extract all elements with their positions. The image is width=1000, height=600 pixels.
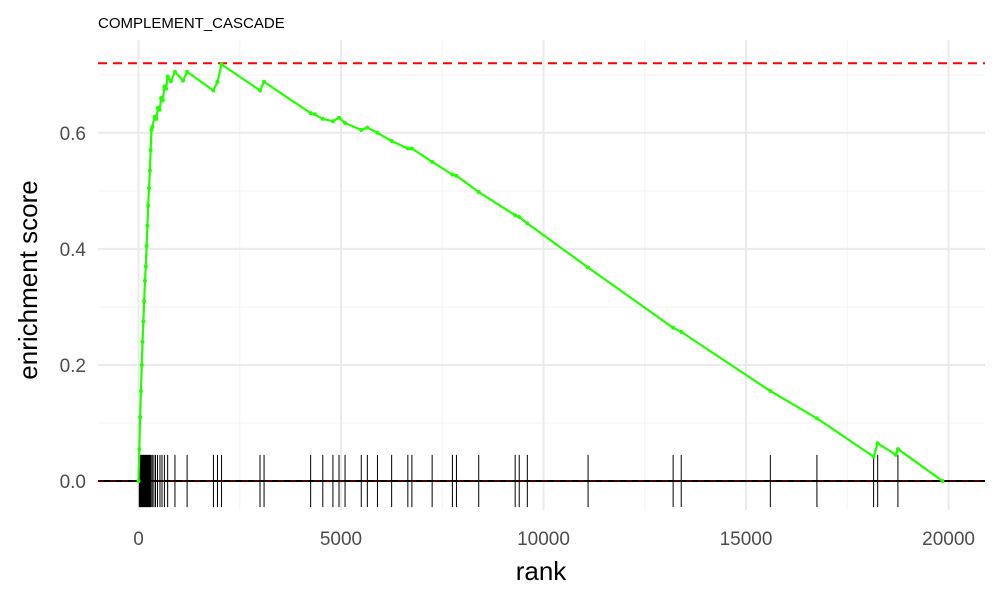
enrichment-curve-layer (136, 62, 945, 483)
curve-point (165, 74, 170, 79)
curve-point (893, 452, 898, 457)
curve-point (215, 79, 220, 84)
x-tick-label: 0 (133, 529, 144, 550)
y-axis: 0.0 0.2 0.4 0.6 (60, 124, 87, 493)
curve-point (343, 120, 348, 125)
curve-point (409, 146, 414, 151)
curve-point (258, 88, 263, 93)
curve-point (164, 86, 169, 91)
curve-point (389, 138, 394, 143)
y-tick-label: 0.6 (60, 124, 86, 145)
y-tick-label: 0.2 (60, 356, 86, 377)
curve-point (871, 454, 876, 459)
y-tick-label: 0.0 (60, 472, 86, 493)
curve-point (262, 79, 267, 84)
curve-point (147, 185, 152, 190)
curve-point (219, 62, 224, 67)
y-tick-label: 0.4 (60, 240, 87, 261)
curve-point (359, 127, 364, 132)
curve-point (586, 265, 591, 270)
curve-point (312, 112, 317, 117)
x-tick-label: 5000 (320, 529, 362, 550)
x-axis: 0 5000 10000 15000 20000 (133, 529, 975, 550)
curve-point (768, 389, 773, 394)
curve-point (895, 447, 900, 452)
curve-point (375, 130, 380, 135)
curve-point (142, 299, 147, 304)
curve-point (679, 329, 684, 334)
curve-point (142, 278, 147, 283)
hit-ticks (138, 454, 899, 508)
curve-point (308, 111, 313, 116)
curve-point (150, 125, 155, 130)
curve-point (476, 190, 481, 195)
curve-point (181, 78, 186, 83)
x-tick-label: 20000 (922, 529, 975, 550)
curve-point (168, 79, 173, 84)
y-axis-title: enrichment score (13, 180, 43, 379)
x-tick-label: 15000 (720, 529, 773, 550)
curve-point (330, 119, 335, 124)
grid-lines (98, 40, 985, 510)
curve-point (136, 478, 141, 483)
curve-point (137, 447, 142, 452)
curve-point (940, 478, 945, 483)
curve-point (143, 264, 148, 269)
curve-point (336, 115, 341, 120)
curve-point (450, 172, 455, 177)
curve-point (140, 339, 145, 344)
curve-point (875, 441, 880, 446)
curve-point (145, 223, 150, 228)
curve-point (513, 213, 518, 218)
enrichment-curve (137, 63, 944, 482)
curve-point (365, 125, 370, 130)
curve-point (172, 69, 177, 74)
curve-point (138, 415, 143, 420)
curve-point (814, 416, 819, 421)
chart-title: COMPLEMENT_CASCADE (98, 15, 285, 32)
curve-point (517, 214, 522, 219)
curve-point (141, 319, 146, 324)
x-axis-title: rank (516, 556, 568, 586)
curve-point (671, 325, 676, 330)
curve-point (146, 203, 151, 208)
curve-point (454, 173, 459, 178)
curve-point (138, 389, 143, 394)
curve-point (320, 116, 325, 121)
curve-point (139, 362, 144, 367)
x-tick-label: 10000 (517, 529, 570, 550)
curve-point (160, 98, 165, 103)
reference-lines (98, 62, 985, 482)
curve-point (430, 159, 435, 164)
curve-point (147, 168, 152, 173)
curve-point (211, 88, 216, 93)
curve-point (405, 146, 410, 151)
curve-point (525, 221, 530, 226)
curve-point (148, 148, 153, 153)
curve-point (185, 69, 190, 74)
curve-point (157, 107, 162, 112)
curve-point (154, 116, 159, 121)
curve-point (144, 243, 149, 248)
